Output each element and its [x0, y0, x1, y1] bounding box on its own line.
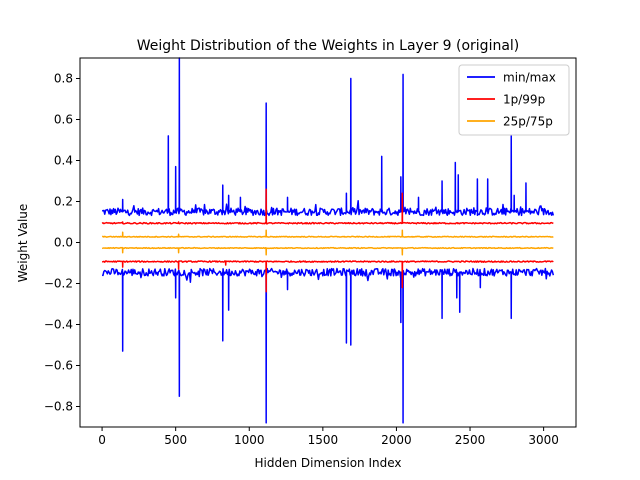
x-tick-label: 1500 — [308, 433, 339, 447]
legend-label: min/max — [503, 71, 556, 85]
y-tick-label: −0.6 — [44, 359, 73, 373]
series-line-1p-99p-upper — [101, 188, 554, 225]
x-tick-label: 3000 — [528, 433, 559, 447]
x-tick-label: 500 — [164, 433, 187, 447]
chart-title: Weight Distribution of the Weights in La… — [137, 38, 520, 54]
series-line-min-max-lower — [101, 267, 555, 424]
legend-label: 25p/75p — [503, 115, 553, 129]
series-line-1p-99p-lower — [102, 260, 554, 293]
x-axis-label: Hidden Dimension Index — [254, 456, 401, 470]
y-tick-label: −0.2 — [44, 277, 73, 291]
y-tick-label: 0.8 — [54, 72, 73, 86]
x-tick-label: 1000 — [234, 433, 265, 447]
y-tick-label: 0.4 — [54, 154, 73, 168]
legend-box — [458, 64, 570, 136]
y-tick-label: 0.6 — [54, 113, 73, 127]
x-tick-label: 0 — [98, 433, 106, 447]
y-tick-label: 0.2 — [54, 195, 73, 209]
y-tick-label: −0.4 — [44, 318, 73, 332]
plot-lines — [101, 57, 555, 424]
x-tick-label: 2500 — [455, 433, 486, 447]
y-tick-label: 0.0 — [54, 236, 73, 250]
series-line-min-max-upper — [101, 57, 555, 217]
y-axis: −0.8 −0.6 −0.4 −0.2 0.0 0.2 0.4 0.6 0.8 — [44, 72, 80, 414]
series-line-25p-75p-upper — [102, 229, 554, 238]
x-axis: 0 500 1000 1500 2000 2500 3000 — [98, 427, 559, 447]
legend-label: 1p/99p — [503, 93, 545, 107]
x-tick-label: 2000 — [381, 433, 412, 447]
series-line-25p-75p-lower — [101, 246, 554, 256]
y-tick-label: −0.8 — [44, 400, 73, 414]
y-axis-label: Weight Value — [16, 204, 30, 283]
legend: min/max 1p/99p 25p/75p — [458, 64, 570, 136]
